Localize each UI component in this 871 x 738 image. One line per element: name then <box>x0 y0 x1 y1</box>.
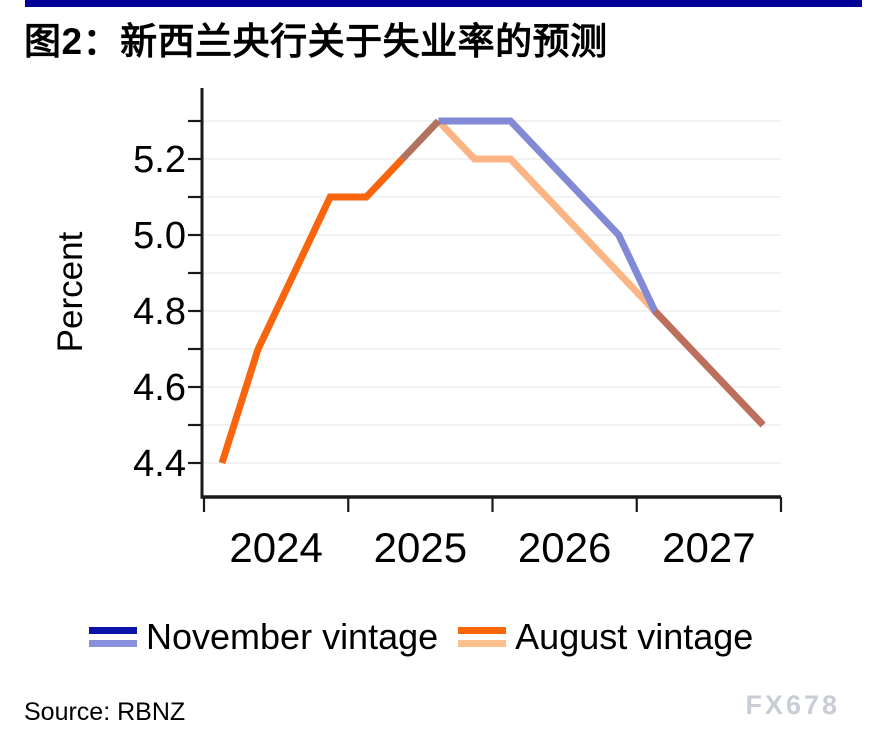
y-tick-label: 5.2 <box>133 139 186 181</box>
y-tick-label: 5.0 <box>133 215 186 257</box>
legend: November vintage August vintage <box>89 616 753 658</box>
y-tick-label: 4.8 <box>133 291 186 333</box>
forecast-line-chart: 2024 2025 2026 2027 5.2 5.0 4.8 4.6 4.4 Percent <box>51 88 783 571</box>
source-note: Source: RBNZ <box>24 698 186 726</box>
y-tick-label: 4.6 <box>133 367 186 409</box>
x-tick-label: 2027 <box>662 524 755 571</box>
legend-swatch-november <box>89 627 137 647</box>
y-tick-label: 4.4 <box>133 443 186 485</box>
watermark: FX678 <box>745 690 840 720</box>
august-history-swatch-icon <box>458 627 507 634</box>
november-history-swatch-icon <box>89 627 137 634</box>
merged-forecast-line <box>652 308 766 428</box>
top-accent-bar <box>25 0 862 7</box>
legend-item-august: August vintage <box>458 616 753 658</box>
shared-history-line <box>218 156 405 465</box>
page-title: 图2：新西兰央行关于失业率的预测 <box>24 21 608 62</box>
x-tick-label: 2024 <box>229 524 322 571</box>
legend-item-november: November vintage <box>89 616 438 658</box>
y-axis-title: Percent <box>51 231 90 352</box>
november-forecast-swatch-icon <box>89 640 137 647</box>
x-tick-label: 2026 <box>518 524 611 571</box>
x-tick-label: 2025 <box>374 524 467 571</box>
legend-label-august: August vintage <box>515 616 754 657</box>
august-forecast-swatch-icon <box>458 640 507 647</box>
legend-swatch-august <box>458 627 507 647</box>
history-overlap-line <box>399 118 441 162</box>
legend-label-november: November vintage <box>146 616 439 657</box>
